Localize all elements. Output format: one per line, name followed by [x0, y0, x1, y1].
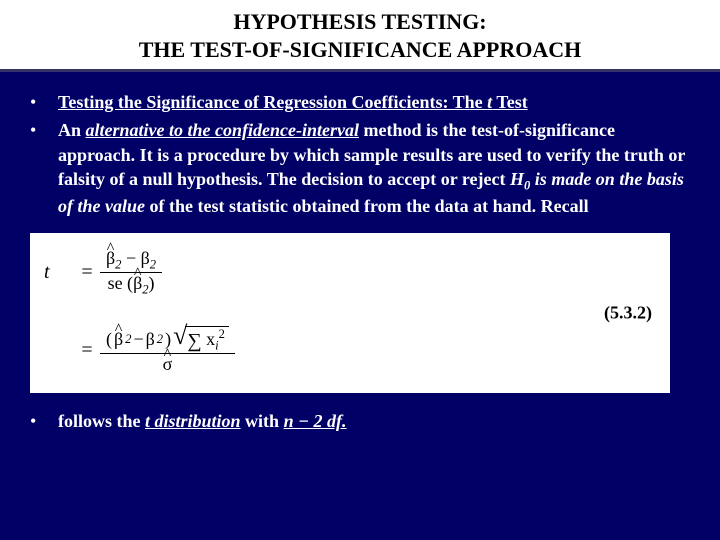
bullet-mark: • — [30, 409, 58, 433]
slide-title: HYPOTHESIS TESTING: THE TEST-OF-SIGNIFIC… — [20, 8, 700, 63]
title-header: HYPOTHESIS TESTING: THE TEST-OF-SIGNIFIC… — [0, 0, 720, 72]
fraction-2: (β2 − β2) √ ∑ xi2 σ — [100, 326, 235, 376]
title-line-2: THE TEST-OF-SIGNIFICANCE APPROACH — [139, 37, 582, 62]
fraction-1: β2 − β2 se (β2) — [100, 248, 162, 298]
bullet-mark: • — [30, 118, 58, 218]
bullet-1-text: Testing the Significance of Regression C… — [58, 90, 690, 114]
bullet-2-text: An alternative to the confidence-interva… — [58, 118, 690, 218]
formula-panel: t = β2 − β2 se (β2) = (β2 − β2) √ — [30, 233, 670, 393]
sqrt: √ ∑ xi2 — [173, 326, 229, 354]
formula-row-1: t = β2 − β2 se (β2) — [44, 243, 656, 303]
formula-row-2: = (β2 − β2) √ ∑ xi2 σ — [44, 321, 656, 381]
bullet-3-text: follows the t distribution with n − 2 df… — [58, 409, 690, 433]
bullet-2: • An alternative to the confidence-inter… — [30, 118, 690, 218]
title-line-1: HYPOTHESIS TESTING: — [233, 9, 486, 34]
bullet-mark: • — [30, 90, 58, 114]
bullet-3: • follows the t distribution with n − 2 … — [30, 409, 690, 433]
equation-ref: (5.3.2) — [604, 302, 652, 323]
bullet-1: • Testing the Significance of Regression… — [30, 90, 690, 114]
slide-body: • Testing the Significance of Regression… — [0, 72, 720, 433]
